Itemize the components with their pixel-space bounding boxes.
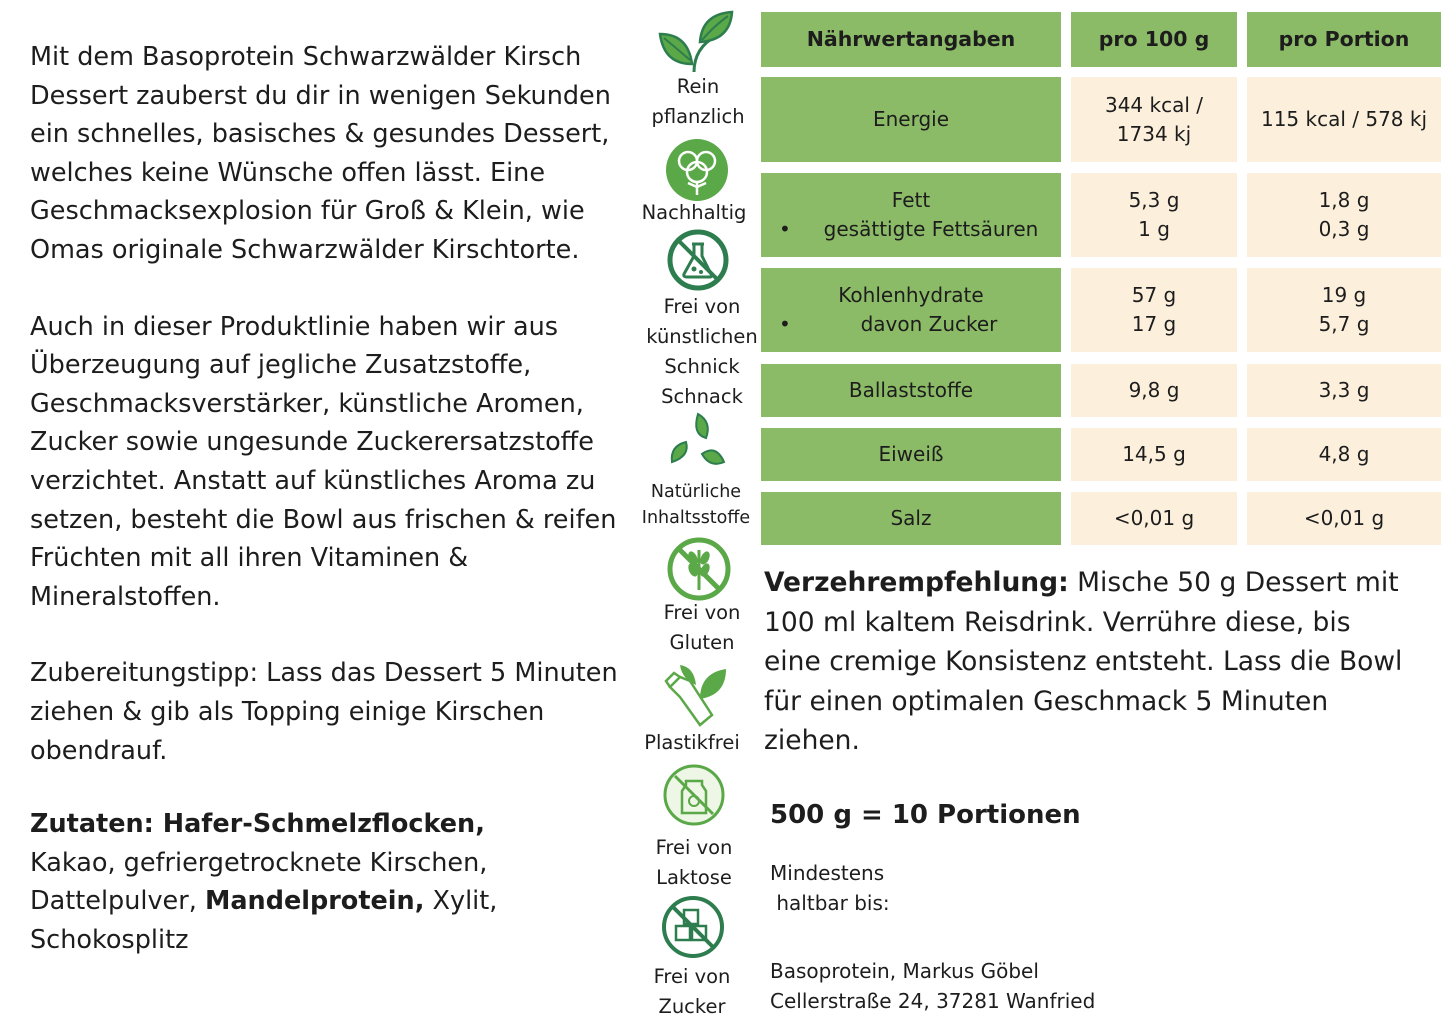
row-protein-portion: 4,8 g xyxy=(1247,428,1441,481)
row-fat-per100: 5,3 g 1 g xyxy=(1071,173,1237,257)
badge-label-vegan: Rein pflanzlich xyxy=(651,75,745,128)
row-protein-label: Eiweiß xyxy=(761,428,1061,481)
address-line-1: Basoprotein, Markus Göbel xyxy=(770,959,1039,983)
carbs-portion: 19 g xyxy=(1321,283,1367,307)
no-chemicals-icon xyxy=(667,229,729,291)
gluten-free-icon xyxy=(667,537,731,601)
badge-label-gluten: Frei von Gluten xyxy=(663,601,741,654)
row-salt-label: Salz xyxy=(761,492,1061,545)
header-nutrients: Nährwertangaben xyxy=(761,12,1061,67)
carbs-name: Kohlenhydrate xyxy=(838,283,984,307)
row-fiber-per100: 9,8 g xyxy=(1071,364,1237,417)
additives-text: Auch in dieser Produktlinie haben wir au… xyxy=(30,311,617,612)
serving-label: Verzehrempfehlung: xyxy=(764,567,1069,598)
fat-portion: 1,8 g xyxy=(1318,188,1370,212)
preparation-tip: Zubereitungstipp: Lass das Dessert 5 Min… xyxy=(30,658,618,766)
row-salt-per100: <0,01 g xyxy=(1071,492,1237,545)
row-carbs-per100: 57 g 17 g xyxy=(1071,268,1237,352)
row-carbs-label: Kohlenhydrate • davon Zucker xyxy=(761,268,1061,352)
ingredients-list-1: Kakao, gefriergetrocknete Kirschen, Datt… xyxy=(30,847,488,917)
carbs-per100: 57 g xyxy=(1131,283,1177,307)
ingredients: Zutaten: Hafer-Schmelzflocken, Kakao, ge… xyxy=(30,805,630,959)
row-energy-per100: 344 kcal / 1734 kj xyxy=(1071,77,1237,162)
row-protein-per100: 14,5 g xyxy=(1071,428,1237,481)
badge-label-lactose: Frei von Laktose xyxy=(655,836,733,889)
badge-label-no-artificial: Frei von künstlichen Schnick Schnack xyxy=(646,295,758,408)
carbs-per100-sub: 17 g xyxy=(1131,312,1177,336)
serving-text: Mische 50 g Dessert mit 100 ml kaltem Re… xyxy=(764,567,1403,756)
fat-name: Fett xyxy=(891,188,931,212)
row-salt-portion: <0,01 g xyxy=(1247,492,1441,545)
energy-per100-kj: 1734 kj xyxy=(1116,121,1192,146)
row-fiber-portion: 3,3 g xyxy=(1247,364,1441,417)
portions: 500 g = 10 Portionen xyxy=(770,800,1081,830)
serving-recommendation: Verzehrempfehlung: Mische 50 g Dessert m… xyxy=(764,563,1414,761)
row-energy-portion: 115 kcal / 578 kj xyxy=(1247,77,1441,162)
lactose-free-icon xyxy=(663,764,725,826)
bullet: • xyxy=(779,217,791,241)
plastic-free-icon xyxy=(664,665,726,727)
row-energy-label: Energie xyxy=(761,77,1061,162)
bullet: • xyxy=(779,312,791,336)
row-fat-label: Fett • gesättigte Fettsäuren xyxy=(761,173,1061,257)
intro-text: Mit dem Basoprotein Schwarzwälder Kirsch… xyxy=(30,42,611,265)
recycle-leaves-icon xyxy=(670,412,726,465)
fat-portion-sub: 0,3 g xyxy=(1318,217,1370,241)
fat-sub-label: gesättigte Fettsäuren xyxy=(823,217,1039,241)
product-description: Mit dem Basoprotein Schwarzwälder Kirsch… xyxy=(30,38,630,959)
sugar-free-icon xyxy=(662,896,724,958)
badge-label-sustainable: Nachhaltig xyxy=(641,201,747,224)
energy-per100-kcal: 344 kcal / xyxy=(1104,92,1204,117)
header-per-portion: pro Portion xyxy=(1247,12,1441,67)
badge-label-sugar: Frei von Zucker xyxy=(653,965,731,1018)
row-fiber-label: Ballaststoffe xyxy=(761,364,1061,417)
badge-column: Rein pflanzlich Nachhaltig Frei von küns… xyxy=(628,0,768,1025)
ingredients-list-2: Xylit, Schokosplitz xyxy=(30,886,498,955)
ingredients-label: Zutaten: Hafer-Schmelzflocken, xyxy=(30,809,485,840)
row-carbs-portion: 19 g 5,7 g xyxy=(1247,268,1441,352)
header-per-100g: pro 100 g xyxy=(1071,12,1237,67)
best-before-line-1: Mindestens xyxy=(770,861,885,885)
carbs-sub-label: davon Zucker xyxy=(860,312,998,336)
fat-per100-sub: 1 g xyxy=(1138,217,1170,241)
fat-sub: • gesättigte Fettsäuren xyxy=(761,215,1061,244)
badge-label-plastic: Plastikfrei xyxy=(644,731,740,754)
badge-label-natural: Natürliche Inhaltsstoffe xyxy=(641,482,751,528)
row-fat-portion: 1,8 g 0,3 g xyxy=(1247,173,1441,257)
carbs-portion-sub: 5,7 g xyxy=(1318,312,1370,336)
leaf-icon xyxy=(658,10,734,73)
ingredients-bold-protein: Mandelprotein, xyxy=(204,886,425,917)
fat-per100: 5,3 g xyxy=(1128,188,1180,212)
carbs-sub: • davon Zucker xyxy=(761,310,1061,339)
address-line-2: Cellerstraße 24, 37281 Wanfried xyxy=(770,989,1096,1013)
best-before-line-2: haltbar bis: xyxy=(770,891,890,915)
cotton-icon xyxy=(666,139,728,201)
